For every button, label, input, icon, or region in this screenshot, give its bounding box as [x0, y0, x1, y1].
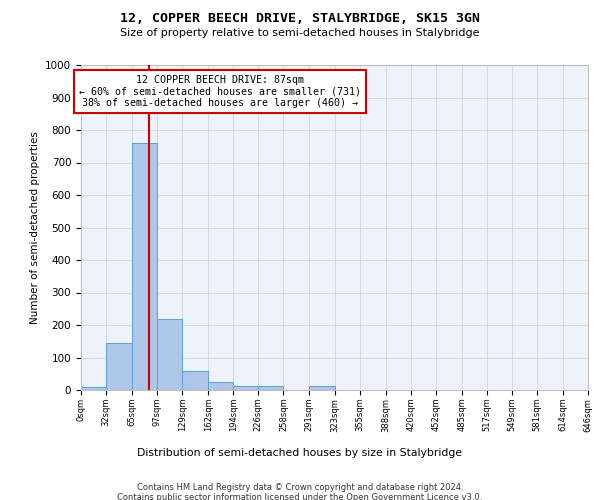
- Text: 12 COPPER BEECH DRIVE: 87sqm
← 60% of semi-detached houses are smaller (731)
38%: 12 COPPER BEECH DRIVE: 87sqm ← 60% of se…: [79, 74, 361, 108]
- Text: Distribution of semi-detached houses by size in Stalybridge: Distribution of semi-detached houses by …: [137, 448, 463, 458]
- Bar: [259, 386, 283, 390]
- Bar: [81, 388, 106, 390]
- Bar: [157, 319, 182, 390]
- Bar: [208, 382, 233, 390]
- Text: Size of property relative to semi-detached houses in Stalybridge: Size of property relative to semi-detach…: [120, 28, 480, 38]
- Bar: [310, 386, 335, 390]
- Y-axis label: Number of semi-detached properties: Number of semi-detached properties: [29, 131, 40, 324]
- Text: Contains HM Land Registry data © Crown copyright and database right 2024.: Contains HM Land Registry data © Crown c…: [137, 482, 463, 492]
- Bar: [233, 386, 259, 390]
- Bar: [132, 143, 157, 390]
- Bar: [106, 343, 132, 390]
- Text: 12, COPPER BEECH DRIVE, STALYBRIDGE, SK15 3GN: 12, COPPER BEECH DRIVE, STALYBRIDGE, SK1…: [120, 12, 480, 26]
- Bar: [182, 372, 208, 390]
- Text: Contains public sector information licensed under the Open Government Licence v3: Contains public sector information licen…: [118, 492, 482, 500]
